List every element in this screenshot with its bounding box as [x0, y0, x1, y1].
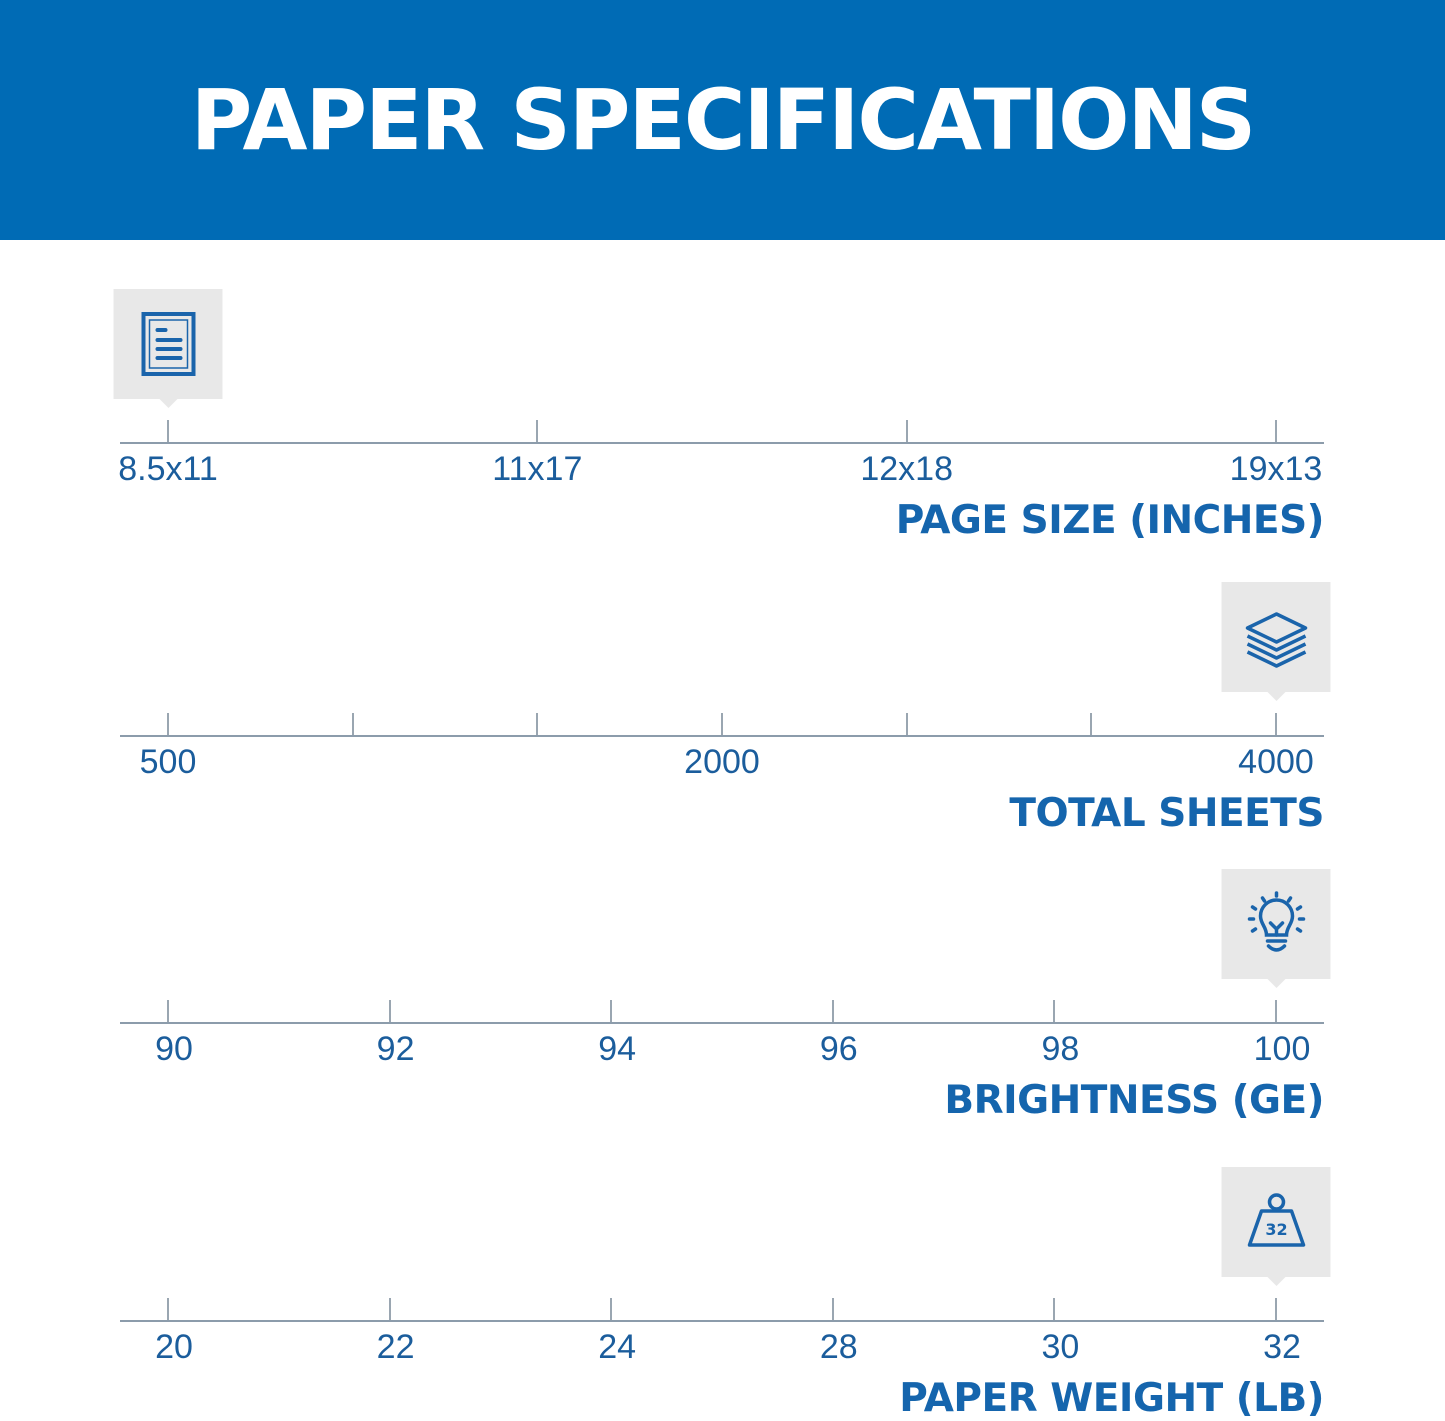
axis-line — [120, 1320, 1324, 1322]
tick-mark — [831, 1000, 834, 1022]
tick-mark — [610, 1298, 613, 1320]
tick-mark — [1053, 1000, 1056, 1022]
tick-label: 92 — [376, 1030, 415, 1068]
tick-mark — [388, 1000, 391, 1022]
axis-line — [120, 735, 1324, 737]
tick-mark — [1275, 1298, 1277, 1320]
scale-page-size: PAGE SIZE (INCHES) 8.5x11 11x17 12x18 19x13 — [0, 289, 1445, 543]
tick-label: 500 — [139, 743, 197, 781]
page-title: PAPER SPECIFICATIONS — [190, 71, 1257, 169]
tick-mark — [388, 1298, 391, 1320]
axis-line — [120, 1022, 1324, 1024]
tick-mark — [536, 420, 539, 442]
scale-title: PAPER WEIGHT (LB) — [899, 1376, 1324, 1421]
tick-mark — [167, 713, 169, 735]
scale-title: PAGE SIZE (INCHES) — [895, 498, 1325, 543]
tick-label: 32 — [1263, 1328, 1301, 1366]
tick-mark — [167, 420, 169, 442]
tick-label: 100 — [1253, 1030, 1311, 1068]
scale-title: TOTAL SHEETS — [1009, 791, 1324, 836]
selected-marker — [1221, 582, 1331, 701]
scale-title: BRIGHTNESS (GE) — [944, 1078, 1324, 1123]
tick-label: 4000 — [1238, 743, 1314, 781]
selected-marker — [1221, 869, 1331, 988]
tick-mark — [831, 1298, 834, 1320]
tick-label: 2000 — [684, 743, 760, 781]
weight-icon-label: 32 — [1265, 1220, 1287, 1239]
selected-marker — [113, 289, 223, 408]
tick-label: 30 — [1041, 1328, 1080, 1366]
tick-mark — [610, 1000, 613, 1022]
tick-label: 96 — [819, 1030, 858, 1068]
weight-icon: 32 — [1247, 1193, 1305, 1247]
tick-label: 19x13 — [1229, 450, 1323, 488]
scale-paper-weight: 32 PAPER WEIGHT (LB) 20 22 24 28 30 32 — [0, 1167, 1445, 1421]
header-banner: PAPER SPECIFICATIONS — [0, 0, 1445, 240]
tick-mark — [721, 713, 723, 735]
tick-mark — [905, 420, 908, 442]
document-icon — [141, 312, 195, 376]
tick-mark — [536, 713, 539, 735]
scale-total-sheets: TOTAL SHEETS 500 2000 4000 — [0, 582, 1445, 836]
scale-brightness: BRIGHTNESS (GE) 90 92 94 96 98 100 — [0, 869, 1445, 1123]
tick-label: 12x18 — [860, 450, 953, 488]
tick-label: 94 — [598, 1030, 637, 1068]
tick-label: 11x17 — [492, 450, 583, 488]
selected-marker: 32 — [1221, 1167, 1331, 1286]
tick-label: 98 — [1041, 1030, 1080, 1068]
tick-label: 8.5x11 — [118, 450, 218, 488]
tick-mark — [905, 713, 908, 735]
tick-mark — [1275, 1000, 1277, 1022]
paper-stack-icon — [1245, 612, 1307, 668]
lightbulb-icon — [1247, 891, 1305, 952]
tick-mark — [351, 713, 354, 735]
tick-label: 22 — [376, 1328, 415, 1366]
tick-label: 28 — [819, 1328, 858, 1366]
tick-mark — [1275, 713, 1277, 735]
tick-mark — [1090, 713, 1093, 735]
axis-line — [120, 442, 1324, 444]
tick-label: 90 — [155, 1030, 193, 1068]
tick-label: 20 — [155, 1328, 193, 1366]
tick-mark — [167, 1000, 169, 1022]
tick-label: 24 — [598, 1328, 637, 1366]
tick-mark — [1275, 420, 1277, 442]
tick-mark — [1053, 1298, 1056, 1320]
tick-mark — [167, 1298, 169, 1320]
